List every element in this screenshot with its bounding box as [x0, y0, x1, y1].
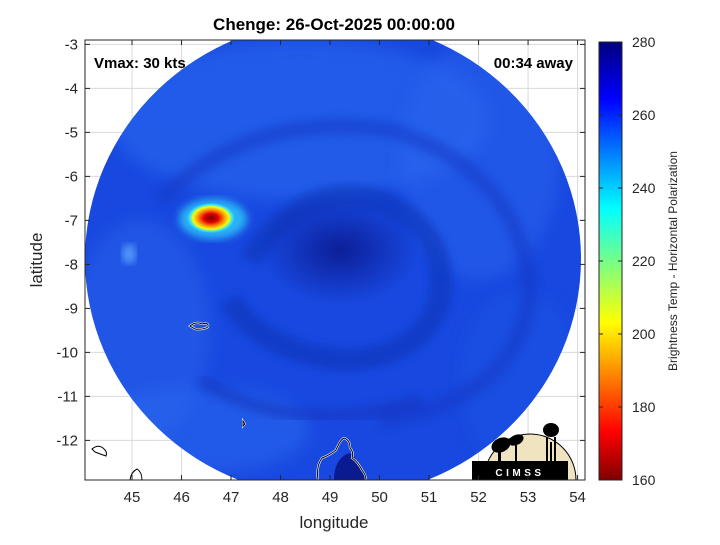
- colorbar-ticks: 280 260 240 220 200 180 160: [599, 34, 656, 488]
- coast-island-3: [91, 445, 108, 457]
- logo-text: CIMSS: [495, 468, 544, 479]
- y-tick-label: -4: [65, 80, 78, 97]
- x-tick-label: 50: [371, 489, 388, 506]
- coast-island-4: [129, 468, 143, 480]
- y-tick-label: -3: [65, 36, 78, 53]
- colorbar-label: Brightness Temp - Horizontal Polarizatio…: [666, 151, 680, 371]
- x-tick-label: 46: [173, 489, 190, 506]
- cimss-logo: CIMSS: [472, 423, 577, 481]
- x-tick-label: 54: [569, 489, 586, 506]
- x-tick-label: 53: [520, 489, 537, 506]
- convection-hotspot: [187, 203, 235, 233]
- colorbar-tick-label: 260: [632, 107, 656, 123]
- x-tick-label: 52: [470, 489, 487, 506]
- x-ticks: 45 46 47 48 49 50 51 52 53 54: [124, 40, 586, 506]
- colorbar-tick-label: 180: [632, 399, 656, 415]
- brightness-field: [85, 40, 580, 480]
- y-tick-label: -5: [65, 124, 78, 141]
- y-tick-label: -7: [65, 212, 78, 229]
- y-ticks: -3 -4 -5 -6 -7 -8 -9 -10 -11 -12: [56, 36, 585, 449]
- y-tick-label: -9: [65, 300, 78, 317]
- colorbar-tick-label: 240: [632, 180, 656, 196]
- coast-mainland-outline: [317, 437, 367, 480]
- storm-core: [260, 195, 420, 305]
- swath-layer: [85, 40, 581, 480]
- y-axis-label: latitude: [27, 233, 46, 288]
- coastlines: [91, 321, 368, 480]
- y-tick-label: -8: [65, 256, 78, 273]
- axes-frame: [84, 39, 586, 481]
- coast-island-1-outline: [189, 322, 209, 330]
- colorbar-tick-label: 280: [632, 34, 656, 50]
- y-tick-label: -11: [57, 388, 78, 405]
- x-axis-label: longitude: [299, 513, 368, 532]
- y-tick-label: -12: [56, 432, 78, 449]
- y-tick-label: -6: [65, 168, 78, 185]
- colorbar-tick-label: 160: [632, 472, 656, 488]
- colorbar-tick-label: 200: [632, 326, 656, 342]
- vmax-label: Vmax: 30 kts: [94, 55, 186, 72]
- logo-banner: [472, 461, 568, 480]
- cyan-spot: [122, 244, 136, 264]
- x-tick-label: 49: [322, 489, 339, 506]
- x-tick-label: 47: [223, 489, 240, 506]
- x-tick-label: 48: [272, 489, 289, 506]
- chart-title: Chenge: 26-Oct-2025 00:00:00: [213, 15, 455, 34]
- y-tick-label: -10: [56, 344, 78, 361]
- x-tick-label: 45: [124, 489, 141, 506]
- land-dark: [334, 453, 366, 480]
- x-tick-label: 51: [421, 489, 438, 506]
- coast-island-2-outline: [242, 419, 246, 428]
- time-offset-label: 00:34 away: [494, 55, 574, 72]
- colorbar-tick-label: 220: [632, 253, 656, 269]
